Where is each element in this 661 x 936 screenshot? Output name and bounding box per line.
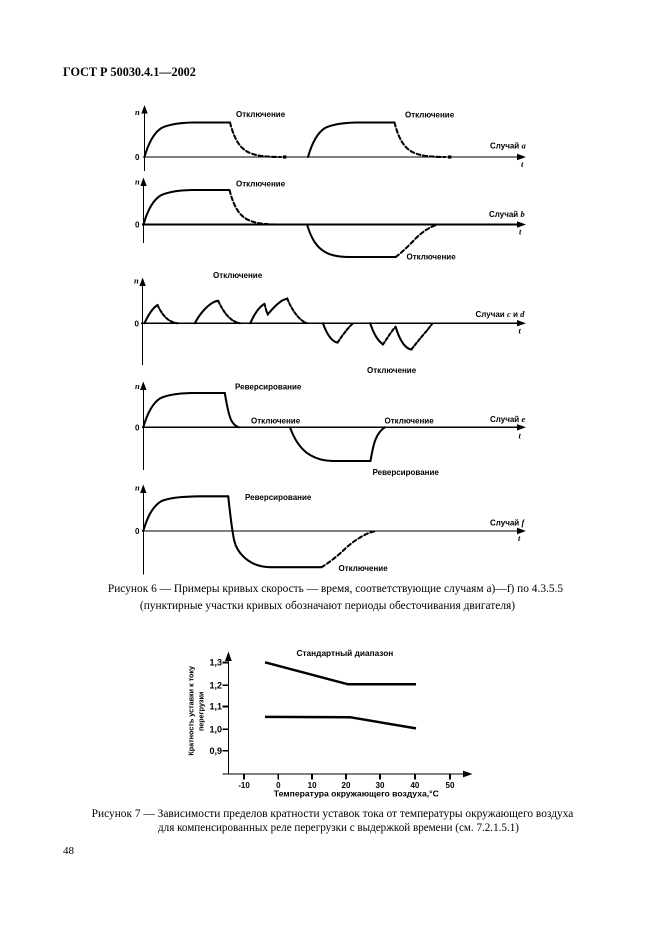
svg-text:Отключение: Отключение bbox=[213, 271, 263, 280]
svg-text:n: n bbox=[134, 276, 139, 286]
svg-text:t: t bbox=[518, 533, 521, 543]
svg-text:1,2: 1,2 bbox=[209, 681, 222, 691]
svg-text:Случай f: Случай f bbox=[490, 517, 525, 527]
svg-text:0: 0 bbox=[135, 424, 140, 433]
svg-text:Реверсирование: Реверсирование bbox=[245, 493, 312, 502]
svg-text:-10: -10 bbox=[238, 781, 250, 790]
svg-text:1,0: 1,0 bbox=[209, 724, 222, 734]
svg-text:t: t bbox=[519, 431, 522, 441]
svg-text:20: 20 bbox=[342, 781, 351, 790]
svg-text:1,3: 1,3 bbox=[209, 658, 222, 668]
svg-text:t: t bbox=[519, 326, 522, 336]
svg-text:Отключение: Отключение bbox=[385, 416, 435, 425]
svg-text:t: t bbox=[521, 159, 524, 169]
svg-text:Отключение: Отключение bbox=[236, 110, 286, 119]
svg-text:n: n bbox=[135, 381, 140, 391]
svg-text:Отключение: Отключение bbox=[339, 564, 389, 573]
svg-text:Реверсирование: Реверсирование bbox=[235, 383, 302, 392]
svg-text:Случаи c и d: Случаи c и d bbox=[476, 309, 526, 319]
svg-text:Случай a: Случай a bbox=[490, 141, 526, 151]
svg-text:Кратность уставки к току: Кратность уставки к току bbox=[187, 666, 196, 756]
svg-text:0: 0 bbox=[135, 221, 140, 230]
svg-text:50: 50 bbox=[446, 781, 455, 790]
svg-text:40: 40 bbox=[410, 781, 419, 790]
svg-text:перегрузки: перегрузки bbox=[196, 692, 205, 732]
svg-text:0,9: 0,9 bbox=[209, 746, 222, 756]
svg-text:Стандартный диапазон: Стандартный диапазон bbox=[297, 648, 394, 658]
svg-text:0: 0 bbox=[135, 527, 140, 536]
svg-text:Отключение: Отключение bbox=[251, 416, 301, 425]
svg-text:0: 0 bbox=[276, 781, 281, 790]
svg-text:Отключение: Отключение bbox=[367, 366, 417, 375]
svg-text:Отключение: Отключение bbox=[405, 110, 455, 119]
svg-text:n: n bbox=[135, 177, 140, 187]
svg-text:Отключение: Отключение bbox=[407, 252, 457, 261]
svg-text:1,1: 1,1 bbox=[209, 702, 222, 712]
svg-text:Температура окружающего воздух: Температура окружающего воздуха,°С bbox=[274, 788, 439, 798]
svg-text:Отключение: Отключение bbox=[236, 179, 286, 188]
svg-text:n: n bbox=[135, 107, 140, 117]
svg-text:t: t bbox=[519, 227, 522, 237]
svg-text:30: 30 bbox=[376, 781, 385, 790]
svg-text:0: 0 bbox=[135, 320, 140, 329]
svg-text:Случай e: Случай e bbox=[490, 414, 525, 424]
svg-text:Реверсирование: Реверсирование bbox=[373, 468, 440, 477]
svg-text:10: 10 bbox=[308, 781, 317, 790]
svg-text:Случай b: Случай b bbox=[489, 209, 525, 219]
svg-text:n: n bbox=[135, 483, 140, 493]
svg-text:0: 0 bbox=[135, 153, 140, 162]
